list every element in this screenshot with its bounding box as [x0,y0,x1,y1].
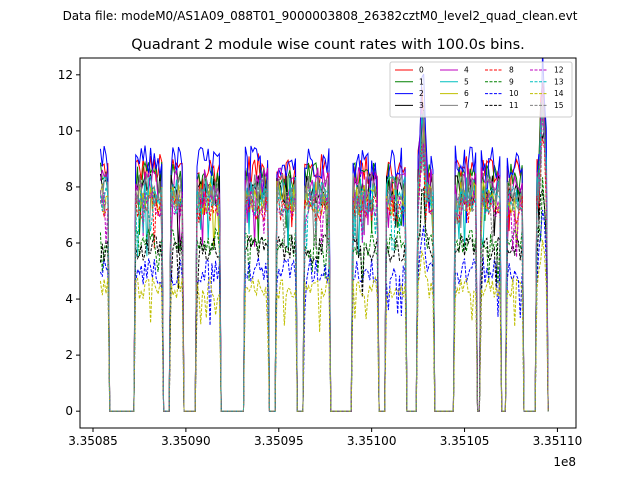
legend-label-4: 4 [464,66,469,75]
series-line-9 [99,177,549,412]
legend-label-7: 7 [464,101,469,110]
y-axis: 0 2 4 6 8 10 12 [58,68,80,418]
series-line-11 [99,187,549,412]
legend-box [389,61,573,118]
y-tick-label: 12 [58,68,73,82]
series-line-15 [99,99,549,412]
legend-label-12: 12 [554,66,564,75]
series-line-10 [99,209,549,412]
legend-label-1: 1 [419,77,424,86]
legend-label-10: 10 [509,89,519,98]
legend-label-0: 0 [419,66,424,75]
legend-label-2: 2 [419,89,424,98]
series-layer [99,58,549,412]
plot-area [79,57,577,429]
legend-label-11: 11 [509,101,519,110]
x-tick-label: 3.35090 [161,434,211,448]
y-tick-label: 10 [58,124,73,138]
y-tick-label: 8 [65,180,73,194]
legend-label-13: 13 [554,77,564,86]
legend-label-9: 9 [509,77,514,86]
y-tick-label: 6 [65,236,73,250]
y-tick-label: 4 [65,292,73,306]
suptitle: Data file: modeM0/AS1A09_088T01_90000038… [63,9,578,23]
y-tick-label: 0 [65,404,73,418]
legend-label-8: 8 [509,66,514,75]
x-tick-label: 3.35100 [347,434,397,448]
x-offset-label: 1e8 [553,455,576,469]
legend-label-6: 6 [464,89,469,98]
legend-label-5: 5 [464,77,469,86]
chart-title: Quadrant 2 module wise count rates with … [131,37,525,53]
x-tick-label: 3.35095 [254,434,304,448]
series-line-14 [99,239,549,412]
legend-label-3: 3 [419,101,424,110]
series-line-12 [99,117,549,412]
y-tick-label: 2 [65,348,73,362]
x-axis: 3.35085 3.35090 3.35095 3.35100 3.35105 3.351… [68,428,582,448]
x-tick-label: 3.35110 [533,434,583,448]
x-tick-label: 3.35085 [68,434,118,448]
legend-label-15: 15 [554,101,564,110]
legend-label-14: 14 [554,89,564,98]
series-line-2 [99,58,549,412]
x-tick-label: 3.35105 [440,434,490,448]
